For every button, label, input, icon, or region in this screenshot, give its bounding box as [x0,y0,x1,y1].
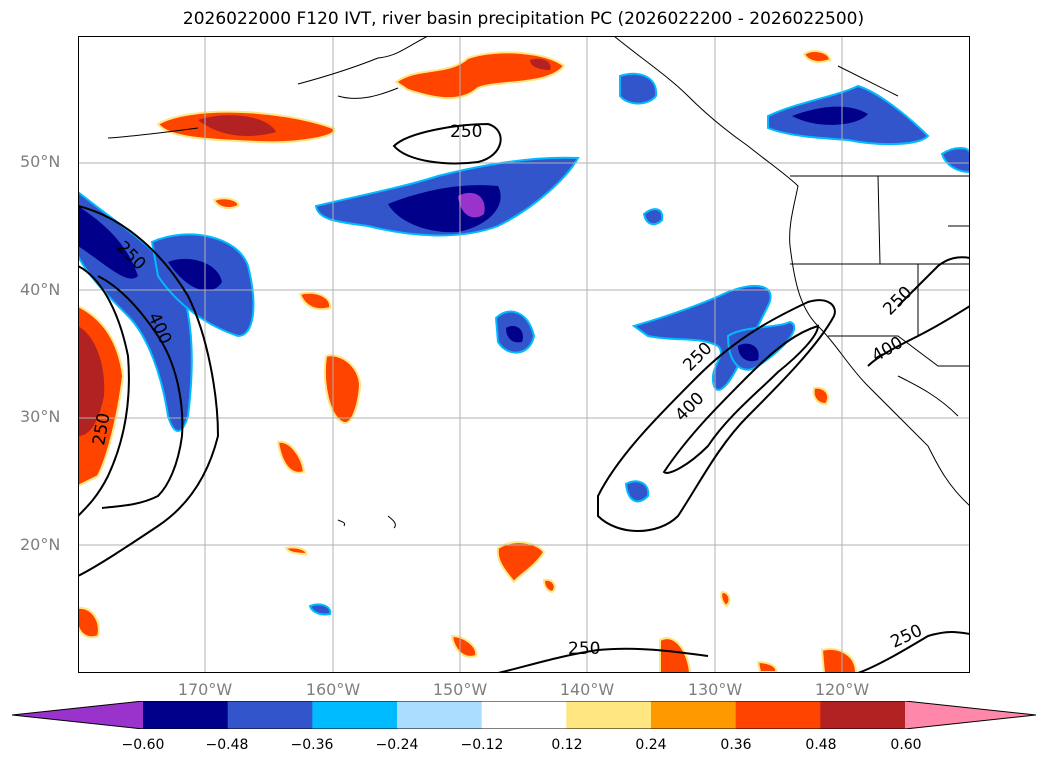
colorbar-tick: −0.24 [375,737,419,753]
colorbar-bin [312,701,398,729]
colorbar-bin [397,701,483,729]
anomaly-blob [324,354,362,425]
anomaly-blob [212,197,240,209]
colorbar-tick: 0.36 [720,737,752,753]
anomaly-blob [619,72,658,105]
colorbar-tick: −0.36 [290,737,334,753]
colorbar-bin [566,701,652,729]
colorbar-tick: −0.12 [460,737,504,753]
contour-label: 250 [450,122,482,142]
positive-anomaly-regions [78,50,858,673]
colorbar-bin [143,701,229,729]
anomaly-blob [812,386,830,406]
lon-label-170w: 170°W [177,680,233,699]
lon-label-130w: 130°W [687,680,743,699]
anomaly-blob [284,546,308,556]
anomaly-blob [506,325,523,343]
anomaly-blob [792,106,868,125]
anomaly-blob [530,58,551,70]
anomaly-blob [458,192,485,218]
map-title: 2026022000 F120 IVT, river basin precipi… [182,9,865,29]
map-panel: 250 250 400 250 250 400 250 400 250 250 [78,36,970,673]
anomaly-blob [308,603,332,616]
contour-label: 250 [568,639,600,659]
anomaly-blob [738,343,759,362]
anomaly-blob [298,291,332,311]
negative-anomaly-regions [78,72,970,616]
graticule [78,36,970,673]
anomaly-blob [642,208,664,226]
anomaly-blob [168,258,222,291]
coastlines [107,36,970,529]
colorbar-tick: 0.60 [890,737,922,753]
colorbar-bin [735,701,821,729]
lat-label-20n: 20°N [20,535,61,554]
colorbar-bin [820,701,906,729]
colorbar-tick: 0.24 [635,737,667,753]
colorbar-extend-left [12,701,143,729]
anomaly-blob [276,440,306,474]
colorbar-extend-right [905,701,1036,729]
colorbar-tick: 0.48 [805,737,837,753]
ivt-contours [78,122,970,673]
colorbar-bin [481,701,567,729]
anomaly-blob [820,648,858,673]
anomaly-blob [78,606,100,639]
anomaly-blob [198,115,276,136]
anomaly-blob [802,50,832,63]
map-frame [78,36,970,673]
colorbar-tick: −0.48 [205,737,249,753]
colorbar-bin [227,701,313,729]
anomaly-blob [78,206,138,279]
lat-label-50n: 50°N [20,152,61,171]
anomaly-blob [624,480,650,503]
lat-label-40n: 40°N [20,280,61,299]
lon-label-160w: 160°W [305,680,361,699]
lon-label-150w: 150°W [432,680,488,699]
colorbar [12,701,1036,729]
anomaly-blob [659,637,692,673]
anomaly-blob [394,51,566,100]
colorbar-bin [651,701,737,729]
anomaly-blob [450,634,478,658]
anomaly-blob [496,541,546,584]
colorbar-tick: 0.12 [551,737,583,753]
anomaly-blob [78,326,105,436]
lat-label-30n: 30°N [20,407,61,426]
colorbar-tick: −0.60 [121,737,165,753]
lon-label-140w: 140°W [559,680,615,699]
anomaly-blob [542,578,556,594]
anomaly-blob [720,590,731,608]
lon-label-120w: 120°W [814,680,870,699]
